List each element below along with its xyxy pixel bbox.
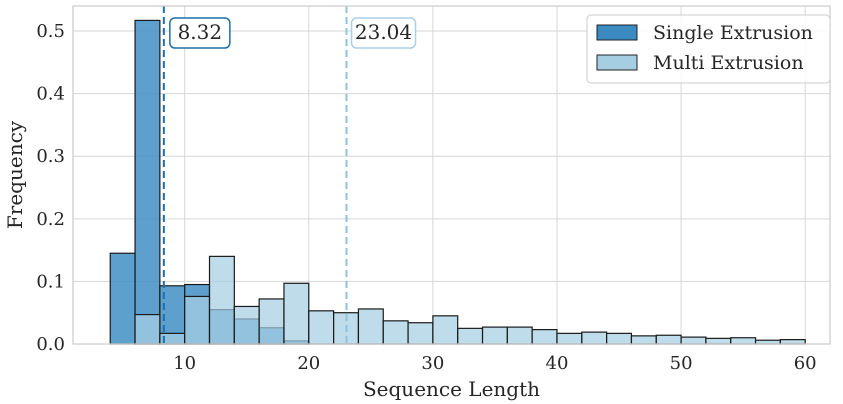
multi-extrusion-bar	[308, 310, 335, 345]
y-tick-label: 0.3	[36, 146, 65, 167]
multi-extrusion-bar	[233, 305, 260, 345]
x-tick-label: 10	[173, 353, 196, 374]
multi-extrusion-bar	[283, 282, 310, 345]
mean-lines	[162, 6, 348, 344]
annotation-multi-mean: 23.04	[355, 20, 412, 44]
annotation-box-multi	[350, 17, 417, 49]
multi-extrusion-bar	[655, 334, 682, 345]
x-tick-label: 40	[546, 353, 569, 374]
annotation-box-single	[169, 17, 231, 49]
single-extrusion-bar	[109, 252, 136, 345]
x-tick-label: 50	[670, 353, 693, 374]
y-tick-label: 0.4	[36, 84, 65, 105]
multi-extrusion-bar	[457, 327, 484, 345]
multi-extrusion-bar	[581, 331, 608, 345]
y-tick-label: 0.1	[36, 271, 65, 292]
mean-annotations: 8.32 23.04	[169, 17, 417, 49]
multi-extrusion-bar	[184, 295, 211, 345]
x-axis-label: Sequence Length	[363, 377, 540, 401]
legend-label-single-extrusion: Single Extrusion	[653, 22, 813, 44]
single-extrusion-bar	[134, 19, 161, 345]
multi-extrusion-bar	[134, 313, 161, 345]
multi-extrusion-bar	[630, 335, 657, 345]
multi-extrusion-bar	[779, 339, 806, 345]
multi-extrusion-bar	[407, 322, 434, 345]
x-tick-label: 30	[421, 353, 444, 374]
multi-extrusion-bar	[606, 332, 633, 345]
multi-extrusion-bar	[705, 337, 732, 345]
legend-frame	[586, 14, 831, 84]
multi-extrusion-bar	[506, 326, 533, 345]
multi-extrusion-bar	[730, 337, 757, 345]
multi-extrusion-bar	[481, 326, 508, 345]
multi-extrusion-bar	[680, 336, 707, 345]
y-tick-label: 0.5	[36, 21, 65, 42]
plot-frame	[72, 5, 831, 345]
multi-extrusion-bar	[258, 298, 285, 345]
y-axis-label: Frequency	[3, 120, 27, 229]
multi-extrusion-bar	[556, 332, 583, 345]
legend-swatch-multi-extrusion	[596, 54, 638, 71]
legend-label-multi-extrusion: Multi Extrusion	[653, 52, 804, 74]
y-tick-label: 0.0	[36, 334, 65, 355]
x-tick-label: 60	[794, 353, 817, 374]
legend-swatch-single-extrusion	[596, 24, 638, 41]
multi-extrusion-bar	[382, 320, 409, 345]
legend: Single Extrusion Multi Extrusion	[586, 14, 831, 84]
multi-extrusion-bar	[357, 308, 384, 345]
multi-extrusion-bar	[208, 255, 235, 345]
annotation-single-mean: 8.32	[178, 20, 223, 44]
x-tick-label: 20	[297, 353, 320, 374]
y-tick-label: 0.2	[36, 209, 65, 230]
y-tick-labels: 0.0 0.1 0.2 0.3 0.4 0.5	[36, 21, 65, 355]
x-tick-labels: 10 20 30 40 50 60	[173, 353, 816, 374]
multi-extrusion-bar	[531, 329, 558, 345]
multi-extrusion-bars	[134, 255, 806, 345]
multi-extrusion-bar	[432, 315, 459, 345]
